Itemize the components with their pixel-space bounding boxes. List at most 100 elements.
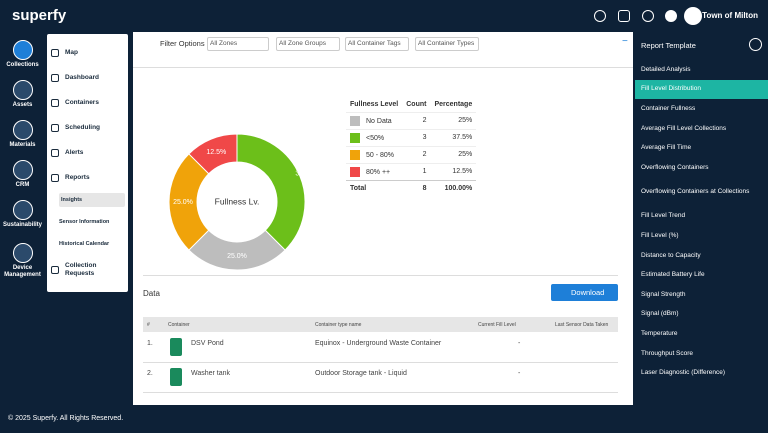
report-item[interactable]: Signal Strength — [641, 290, 686, 298]
report-item[interactable]: Average Fill Level Collections — [641, 124, 727, 132]
nav-item[interactable]: Sustainability — [0, 200, 45, 229]
report-item[interactable]: Laser Diagnostic (Difference) — [641, 369, 726, 377]
report-item[interactable]: Distance to Capacity — [641, 251, 701, 259]
menu-icon[interactable] — [51, 49, 59, 57]
menu-item[interactable]: Scheduling — [51, 124, 125, 133]
settings-icon[interactable] — [642, 10, 654, 22]
legend-count: 3 — [422, 134, 427, 141]
menu-icon[interactable] — [51, 266, 59, 274]
filter-title: Filter Options — [160, 39, 205, 48]
legend-total-cell: 100.00% — [444, 185, 473, 193]
report-item[interactable]: Overflowing Containers at Collections — [641, 188, 750, 196]
menu-item[interactable]: Alerts — [51, 149, 125, 158]
nav-label[interactable]: CRM — [15, 182, 30, 188]
nav-label[interactable]: Materials — [9, 142, 36, 148]
menu-icon[interactable] — [51, 99, 59, 107]
row-divider — [143, 362, 618, 363]
report-item[interactable]: Fill Level Trend — [641, 212, 686, 220]
legend-header: Fullness Level Count Percentage — [346, 98, 476, 112]
legend-table: Fullness Level Count Percentage No Data 2 25%… — [346, 98, 477, 197]
menu-item[interactable]: Containers — [51, 99, 125, 108]
menu-item[interactable]: Collection Requests — [51, 262, 125, 278]
column-header[interactable]: Last Sensor Data Taken — [555, 322, 609, 328]
report-item[interactable]: Detailed Analysis — [641, 65, 691, 73]
nav-item[interactable]: Assets — [0, 80, 45, 109]
report-title-text: Report Template — [641, 41, 696, 50]
nav-label[interactable]: Sustainability — [2, 222, 42, 228]
footer: © 2025 Superfy. All Rights Reserved. — [0, 405, 768, 433]
pie-slice — [188, 133, 238, 175]
container-icon[interactable] — [170, 338, 182, 356]
menu-label[interactable]: Scheduling — [65, 124, 101, 131]
nav-icon[interactable] — [12, 200, 33, 220]
report-item[interactable]: Average Fill Time — [641, 144, 692, 152]
report-item[interactable]: Container Fullness — [641, 104, 696, 112]
nav-icon[interactable] — [12, 160, 33, 180]
column-header[interactable]: # — [147, 322, 150, 328]
column-header[interactable]: Container — [168, 322, 190, 328]
legend-label: <50% — [366, 134, 385, 142]
nav-label[interactable]: Device Management — [4, 265, 41, 278]
report-item[interactable]: Temperature — [641, 329, 678, 337]
menu-label[interactable]: Dashboard — [65, 74, 99, 81]
legend-label: No Data — [366, 117, 392, 125]
chart-icon[interactable] — [749, 38, 762, 51]
globe-icon[interactable] — [594, 10, 606, 22]
menu-item[interactable]: Sensor Information — [59, 218, 125, 226]
bell-icon[interactable] — [618, 10, 630, 22]
filter-field[interactable]: All Container Tags — [345, 37, 409, 51]
column-header[interactable]: Current Fill Level — [478, 322, 516, 328]
menu-icon[interactable] — [51, 124, 59, 132]
report-item[interactable]: Fill Level Distribution — [635, 79, 768, 100]
menu-item[interactable]: Reports — [51, 174, 125, 183]
nav-label[interactable]: Collections — [6, 62, 39, 68]
menu-item[interactable]: Insights — [59, 193, 125, 208]
legend-label: 80% ++ — [366, 168, 391, 176]
legend-label: 50 - 80% — [366, 151, 395, 159]
org-name[interactable]: Town of Milton — [702, 11, 758, 20]
download-button[interactable]: Download — [551, 284, 618, 301]
nav-icon[interactable] — [12, 243, 33, 263]
filter-field[interactable]: All Container Types — [415, 37, 479, 51]
menu-label[interactable]: Map — [65, 49, 78, 56]
container-icon[interactable] — [170, 368, 182, 386]
filter-field[interactable]: All Zone Groups — [276, 37, 340, 51]
menu-icon[interactable] — [51, 174, 59, 182]
collapse-button[interactable]: − — [622, 36, 628, 47]
help-icon[interactable] — [665, 10, 677, 22]
nav-item[interactable]: Device Management — [0, 243, 45, 279]
nav-icon[interactable] — [12, 120, 33, 140]
filter-field[interactable]: All Zones — [207, 37, 269, 51]
table-cell: 1. — [147, 340, 153, 347]
report-item[interactable]: Overflowing Containers — [641, 163, 709, 171]
nav-item[interactable]: Collections — [0, 40, 45, 69]
report-item[interactable]: Fill Level (%) — [641, 231, 679, 239]
nav-icon[interactable] — [12, 40, 33, 60]
menu-item[interactable]: Historical Calendar — [59, 240, 125, 248]
nav-item[interactable]: CRM — [0, 160, 45, 189]
menu-icon[interactable] — [51, 149, 59, 157]
menu-label[interactable]: Reports — [65, 174, 90, 181]
menu-label[interactable]: Alerts — [65, 149, 84, 156]
logo[interactable]: superfy — [12, 7, 67, 24]
nav-item[interactable]: Materials — [0, 120, 45, 149]
avatar[interactable] — [684, 7, 702, 25]
table-cell: - — [518, 340, 521, 347]
menu-label[interactable]: Historical Calendar — [59, 241, 110, 247]
menu-label[interactable]: Collection Requests — [65, 262, 97, 277]
report-item[interactable]: Estimated Battery Life — [641, 271, 705, 279]
column-header[interactable]: Container type name — [315, 322, 362, 328]
menu-label[interactable]: Insights — [61, 197, 83, 203]
menu-label[interactable]: Sensor Information — [59, 219, 110, 225]
report-item[interactable]: Signal (dBm) — [641, 310, 679, 318]
table-cell: 2. — [147, 370, 153, 377]
legend-total: Total 8 100.00% — [346, 180, 477, 197]
report-item[interactable]: Throughput Score — [641, 349, 694, 357]
legend-count: 1 — [422, 168, 427, 175]
menu-item[interactable]: Map — [51, 49, 125, 58]
nav-icon[interactable] — [12, 80, 33, 100]
menu-icon[interactable] — [51, 74, 59, 82]
menu-item[interactable]: Dashboard — [51, 74, 125, 83]
menu-label[interactable]: Containers — [65, 99, 99, 106]
nav-label[interactable]: Assets — [12, 102, 33, 108]
